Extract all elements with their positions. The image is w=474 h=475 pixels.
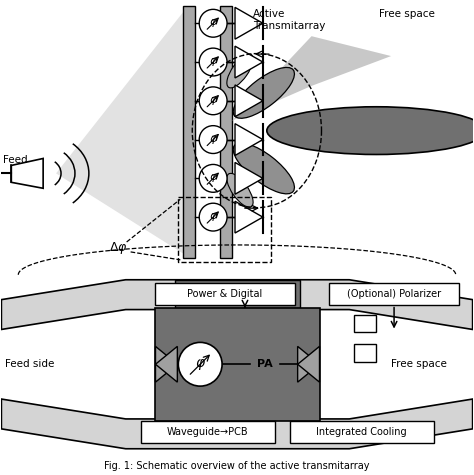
- Polygon shape: [298, 346, 319, 382]
- Text: $\varphi$: $\varphi$: [209, 133, 218, 145]
- Text: $\varphi$: $\varphi$: [195, 357, 206, 372]
- Text: Free space: Free space: [391, 359, 447, 369]
- Polygon shape: [56, 10, 185, 255]
- Bar: [155, 308, 319, 421]
- Circle shape: [199, 48, 227, 76]
- Polygon shape: [235, 162, 263, 194]
- Bar: [155, 283, 295, 304]
- Bar: [178, 197, 271, 262]
- Ellipse shape: [233, 67, 294, 118]
- Polygon shape: [1, 280, 473, 330]
- Polygon shape: [1, 399, 473, 449]
- Polygon shape: [235, 46, 263, 78]
- Text: Feed: Feed: [3, 155, 28, 165]
- Ellipse shape: [233, 143, 294, 194]
- Polygon shape: [232, 36, 391, 121]
- Polygon shape: [155, 346, 177, 382]
- Bar: [354, 344, 376, 362]
- Polygon shape: [11, 159, 43, 188]
- Bar: [329, 283, 459, 304]
- Polygon shape: [235, 7, 263, 39]
- Text: $\varphi$: $\varphi$: [209, 172, 218, 184]
- Text: $\varphi$: $\varphi$: [209, 56, 218, 68]
- Text: Free space: Free space: [379, 10, 435, 19]
- Bar: [220, 6, 232, 258]
- Ellipse shape: [267, 107, 474, 154]
- Text: Waveguide→PCB: Waveguide→PCB: [167, 427, 248, 437]
- Polygon shape: [235, 201, 263, 233]
- Bar: [183, 6, 195, 258]
- Text: $\varphi$: $\varphi$: [209, 95, 218, 107]
- Text: $\varphi$: $\varphi$: [209, 211, 218, 223]
- Text: (Optional) Polarizer: (Optional) Polarizer: [347, 289, 441, 299]
- Text: PA: PA: [257, 359, 273, 369]
- Bar: [175, 280, 300, 308]
- Polygon shape: [155, 346, 177, 382]
- Text: $\varphi$: $\varphi$: [209, 17, 218, 29]
- Circle shape: [178, 342, 222, 386]
- Text: Active
Transmitarray: Active Transmitarray: [253, 10, 325, 31]
- Ellipse shape: [227, 54, 253, 88]
- Text: Power & Digital: Power & Digital: [187, 289, 263, 299]
- Bar: [290, 421, 434, 443]
- Polygon shape: [298, 346, 319, 382]
- Text: $\Delta\varphi$: $\Delta\varphi$: [109, 240, 128, 256]
- Text: Feed side: Feed side: [5, 359, 55, 369]
- Circle shape: [199, 126, 227, 153]
- Circle shape: [199, 203, 227, 231]
- Bar: [354, 314, 376, 332]
- Circle shape: [199, 10, 227, 37]
- Text: Integrated Cooling: Integrated Cooling: [317, 427, 407, 437]
- Polygon shape: [235, 124, 263, 155]
- Ellipse shape: [227, 173, 253, 207]
- Circle shape: [199, 164, 227, 192]
- Circle shape: [199, 87, 227, 115]
- Polygon shape: [235, 85, 263, 117]
- Bar: [141, 421, 275, 443]
- Text: Fig. 1: Schematic overview of the active transmitarray: Fig. 1: Schematic overview of the active…: [104, 461, 370, 471]
